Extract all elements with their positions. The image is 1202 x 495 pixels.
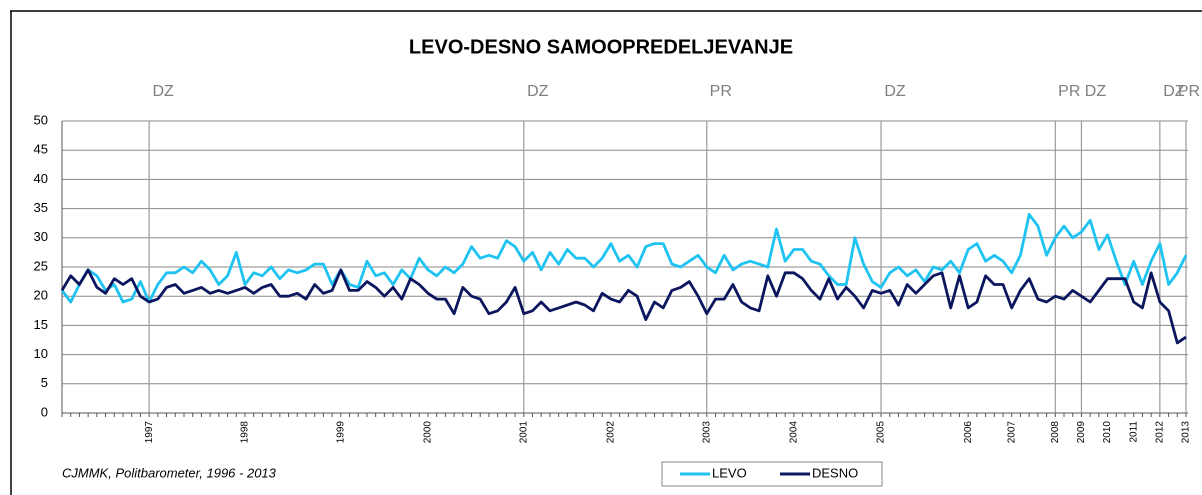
event-label: PR (710, 83, 732, 100)
x-tick-label: 2005 (876, 421, 887, 444)
x-tick-label: 1997 (144, 421, 155, 444)
x-tick-label: 2002 (606, 421, 617, 444)
x-tick-label: 2004 (789, 421, 800, 444)
x-tick-label: 2000 (423, 421, 434, 444)
y-tick-label: 40 (34, 171, 48, 186)
y-tick-label: 50 (34, 112, 48, 127)
event-label: DZ (152, 83, 174, 100)
y-tick-label: 20 (34, 288, 48, 303)
data-line (60, 213, 1188, 304)
x-tick-label: 2012 (1155, 421, 1166, 444)
y-tick-label: 25 (34, 258, 48, 273)
legend-label: DESNO (812, 465, 858, 480)
x-tick-label: 2009 (1076, 421, 1087, 444)
x-tick-label: 2010 (1102, 421, 1113, 444)
x-tick-label: 2011 (1128, 421, 1139, 443)
data-line (60, 268, 1187, 345)
y-tick-label: 0 (41, 404, 48, 419)
y-tick-label: 15 (34, 317, 48, 332)
y-tick-label: 35 (34, 200, 48, 215)
x-tick-label: 1998 (240, 421, 251, 444)
x-tick-label: 2008 (1050, 421, 1061, 444)
event-label: DZ (527, 83, 549, 100)
y-tick-label: 45 (34, 142, 48, 157)
x-tick-label: 2003 (701, 421, 712, 444)
x-tick-label: 2007 (1006, 421, 1017, 444)
legend-label: LEVO (712, 465, 747, 480)
event-label: DZ (1085, 83, 1107, 100)
y-tick-label: 10 (34, 346, 48, 361)
event-label: DZ (1163, 83, 1185, 100)
x-tick-label: 2006 (963, 421, 974, 444)
source-note: CJMMK, Politbarometer, 1996 - 2013 (62, 465, 277, 480)
y-tick-label: 5 (41, 375, 48, 390)
x-tick-label: 2013 (1181, 421, 1192, 444)
event-label: PR (1058, 83, 1080, 100)
y-tick-label: 30 (34, 229, 48, 244)
event-label: PR (1178, 83, 1200, 100)
x-tick-label: 2001 (518, 421, 529, 444)
chart-title: LEVO-DESNO SAMOOPREDELJEVANJE (409, 36, 793, 58)
x-tick-label: 1999 (335, 421, 346, 444)
event-label: DZ (884, 83, 906, 100)
